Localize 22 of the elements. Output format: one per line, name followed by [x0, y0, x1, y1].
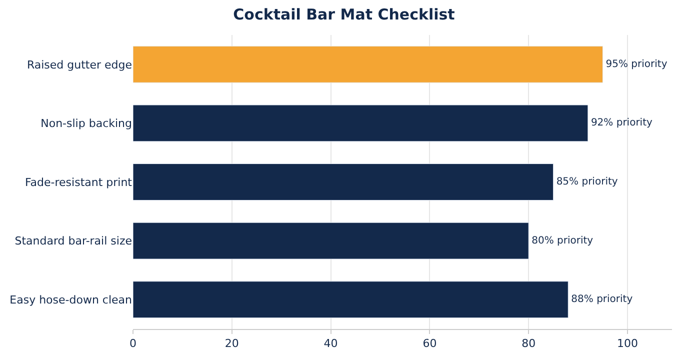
data-label: 95% priority: [606, 58, 668, 70]
x-tick-label: 0: [130, 337, 136, 350]
x-tick-label: 40: [324, 337, 338, 350]
data-label: 92% priority: [590, 118, 653, 129]
data-label: 85% priority: [556, 176, 618, 188]
x-tick-label: 80: [522, 337, 536, 350]
bar: [133, 164, 554, 200]
x-tick-label: 100: [617, 337, 638, 350]
bar: [133, 46, 604, 83]
bar: [133, 104, 588, 142]
bar: [133, 281, 568, 318]
x-tick-label: 20: [224, 337, 239, 350]
y-tick-label: Non-slip backing: [40, 117, 132, 130]
y-tick-label: Fade-resistant print: [24, 176, 133, 189]
x-tick-label: 60: [422, 337, 437, 350]
y-tick-label: Standard bar-rail size: [14, 234, 132, 248]
data-label: 88% priority: [571, 294, 633, 306]
data-label: 80% priority: [532, 235, 594, 246]
y-tick-label: Raised gutter edge: [26, 58, 132, 72]
y-tick-label: Easy hose-down clean: [10, 293, 132, 306]
chart-title: Cocktail Bar Mat Checklist: [233, 6, 455, 24]
bar: [133, 222, 529, 260]
